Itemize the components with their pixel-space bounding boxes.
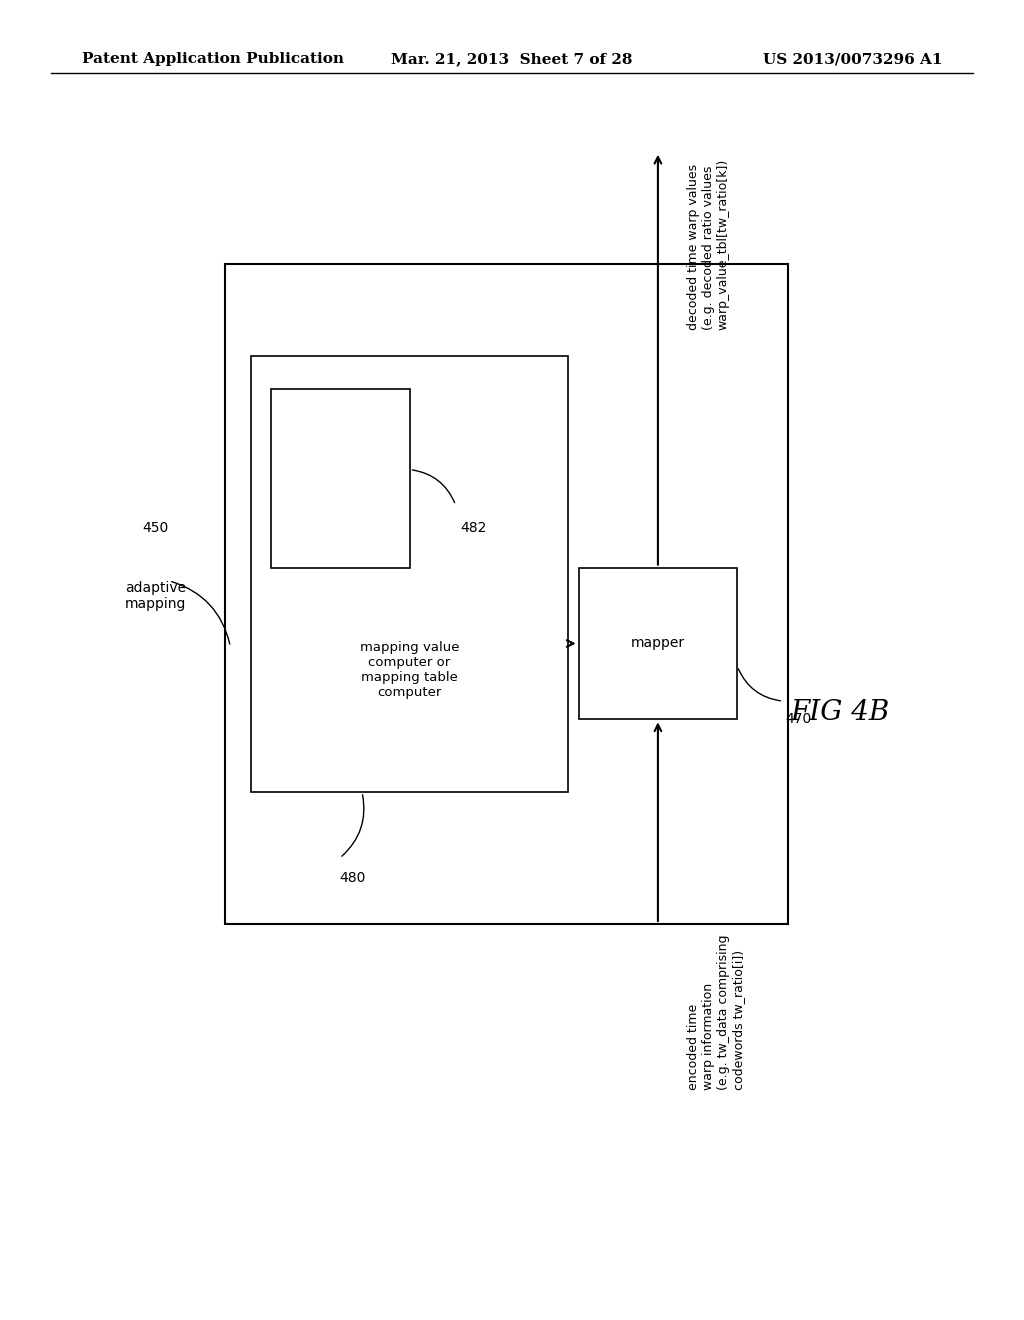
Text: US 2013/0073296 A1: US 2013/0073296 A1 bbox=[763, 53, 942, 66]
Text: Mar. 21, 2013  Sheet 7 of 28: Mar. 21, 2013 Sheet 7 of 28 bbox=[391, 53, 633, 66]
Text: 450: 450 bbox=[142, 521, 169, 535]
Text: decoded time warp values
(e.g. decoded ratio values
warp_value_tbl[tw_ratio[k]): decoded time warp values (e.g. decoded r… bbox=[686, 158, 729, 330]
FancyBboxPatch shape bbox=[271, 389, 410, 568]
Text: Patent Application Publication: Patent Application Publication bbox=[82, 53, 344, 66]
Text: 480: 480 bbox=[339, 871, 366, 884]
Text: 470: 470 bbox=[785, 713, 812, 726]
Text: reference
mapping
table: reference mapping table bbox=[310, 457, 371, 500]
FancyBboxPatch shape bbox=[579, 568, 737, 719]
FancyBboxPatch shape bbox=[225, 264, 788, 924]
FancyBboxPatch shape bbox=[251, 356, 568, 792]
Text: encoded time
warp information
(e.g. tw_data comprising
codewords tw_ratio[i]): encoded time warp information (e.g. tw_d… bbox=[686, 935, 744, 1090]
Text: 482: 482 bbox=[460, 521, 486, 536]
Text: adaptive
mapping: adaptive mapping bbox=[125, 581, 186, 611]
Text: FIG 4B: FIG 4B bbox=[791, 700, 889, 726]
Text: mapper: mapper bbox=[631, 636, 685, 651]
Text: mapping value
computer or
mapping table
computer: mapping value computer or mapping table … bbox=[359, 642, 460, 700]
